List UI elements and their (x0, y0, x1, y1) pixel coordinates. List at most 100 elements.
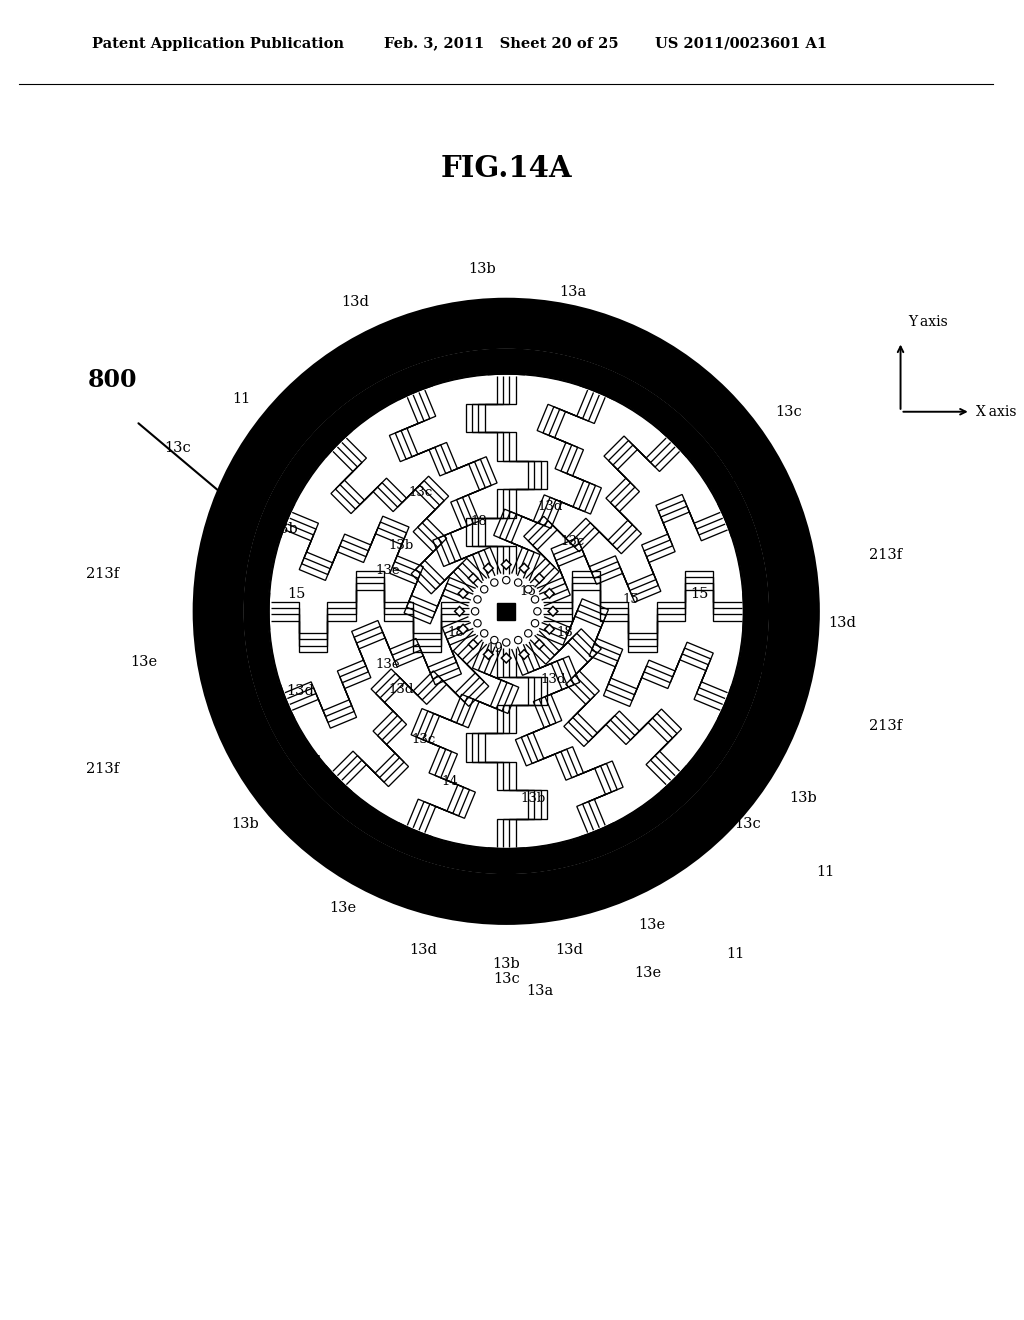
Wedge shape (742, 591, 761, 631)
Text: 213f: 213f (86, 568, 119, 581)
Wedge shape (312, 766, 352, 805)
Text: 13d: 13d (541, 673, 565, 686)
Circle shape (503, 577, 510, 583)
Text: 13b: 13b (790, 791, 817, 805)
Text: 14: 14 (304, 755, 323, 770)
Text: 13d: 13d (556, 942, 584, 957)
Polygon shape (455, 606, 465, 616)
Text: 13d: 13d (410, 942, 437, 957)
Text: 13e: 13e (375, 564, 399, 577)
Wedge shape (312, 417, 352, 458)
Text: 11: 11 (232, 392, 251, 407)
Text: 13b: 13b (270, 521, 298, 536)
Text: 19: 19 (486, 642, 503, 655)
Text: Patent Application Publication: Patent Application Publication (92, 37, 344, 50)
Text: 13c: 13c (409, 486, 433, 499)
Text: 15: 15 (288, 587, 306, 601)
Circle shape (480, 630, 487, 638)
Circle shape (474, 619, 481, 627)
Polygon shape (483, 649, 494, 660)
Text: 13b: 13b (493, 957, 520, 970)
Wedge shape (486, 356, 526, 375)
Text: 13d: 13d (341, 294, 370, 309)
Text: 18: 18 (471, 515, 487, 528)
Text: 13c: 13c (164, 441, 190, 455)
Polygon shape (535, 573, 544, 583)
Text: FIG.14A: FIG.14A (440, 154, 572, 183)
Text: 13e: 13e (634, 966, 660, 981)
Text: 18: 18 (447, 626, 464, 639)
Wedge shape (717, 685, 749, 727)
Text: 13b: 13b (388, 539, 414, 552)
Text: X axis: X axis (976, 405, 1016, 418)
Text: 13e: 13e (329, 902, 356, 915)
Polygon shape (468, 639, 478, 649)
Wedge shape (263, 495, 296, 539)
Text: 213f: 213f (86, 762, 119, 776)
Circle shape (480, 586, 487, 593)
Polygon shape (502, 560, 511, 569)
Polygon shape (519, 649, 529, 660)
Circle shape (531, 619, 539, 627)
Circle shape (534, 607, 541, 615)
Text: US 2011/0023601 A1: US 2011/0023601 A1 (655, 37, 827, 50)
Text: 213f: 213f (869, 719, 902, 733)
Polygon shape (545, 624, 554, 634)
Text: 13e: 13e (611, 323, 639, 338)
Text: Feb. 3, 2011   Sheet 20 of 25: Feb. 3, 2011 Sheet 20 of 25 (384, 37, 618, 50)
Text: 14: 14 (729, 519, 748, 533)
Circle shape (524, 630, 532, 638)
Text: 16: 16 (519, 585, 537, 598)
Text: 13e: 13e (639, 917, 666, 932)
Text: 13c: 13c (560, 535, 585, 548)
Polygon shape (502, 653, 511, 663)
Wedge shape (486, 847, 526, 866)
Text: 13d: 13d (286, 684, 313, 698)
Text: 13e: 13e (130, 655, 158, 669)
Text: 13c: 13c (775, 405, 802, 418)
Text: 13a: 13a (559, 285, 586, 300)
Text: 13a: 13a (526, 983, 554, 998)
Polygon shape (535, 639, 544, 649)
Polygon shape (548, 606, 558, 616)
Wedge shape (659, 766, 700, 805)
Text: 213f: 213f (869, 548, 902, 562)
Wedge shape (390, 822, 433, 854)
Circle shape (490, 579, 498, 586)
Text: 13e: 13e (375, 659, 399, 672)
Text: Y axis: Y axis (908, 315, 948, 329)
Wedge shape (390, 368, 433, 400)
Text: 13c: 13c (493, 973, 519, 986)
Polygon shape (458, 589, 468, 598)
Polygon shape (519, 564, 529, 573)
Circle shape (503, 639, 510, 647)
Wedge shape (263, 685, 296, 727)
Text: 11: 11 (726, 946, 744, 961)
Text: 15: 15 (690, 587, 709, 601)
Text: 13e: 13e (758, 661, 784, 675)
Text: 13b: 13b (231, 817, 259, 830)
Text: 18: 18 (556, 626, 573, 639)
Text: 15: 15 (623, 593, 639, 606)
Text: 13c: 13c (734, 817, 761, 830)
Text: 13b: 13b (728, 470, 756, 484)
Text: 13b: 13b (521, 792, 546, 805)
Text: 13d: 13d (388, 682, 414, 696)
Text: 13c: 13c (271, 791, 298, 805)
Wedge shape (580, 822, 622, 854)
Polygon shape (498, 602, 515, 620)
Text: 14: 14 (441, 775, 458, 788)
Wedge shape (659, 417, 700, 458)
Circle shape (471, 607, 479, 615)
Circle shape (474, 595, 481, 603)
Polygon shape (458, 624, 468, 634)
Polygon shape (468, 573, 478, 583)
Circle shape (524, 586, 532, 593)
Text: 11: 11 (816, 865, 835, 879)
Text: 13d: 13d (828, 616, 856, 630)
Text: 13d: 13d (538, 500, 563, 512)
Circle shape (514, 579, 522, 586)
Wedge shape (717, 495, 749, 539)
Text: 13c: 13c (412, 734, 435, 746)
Text: 800: 800 (88, 368, 137, 392)
